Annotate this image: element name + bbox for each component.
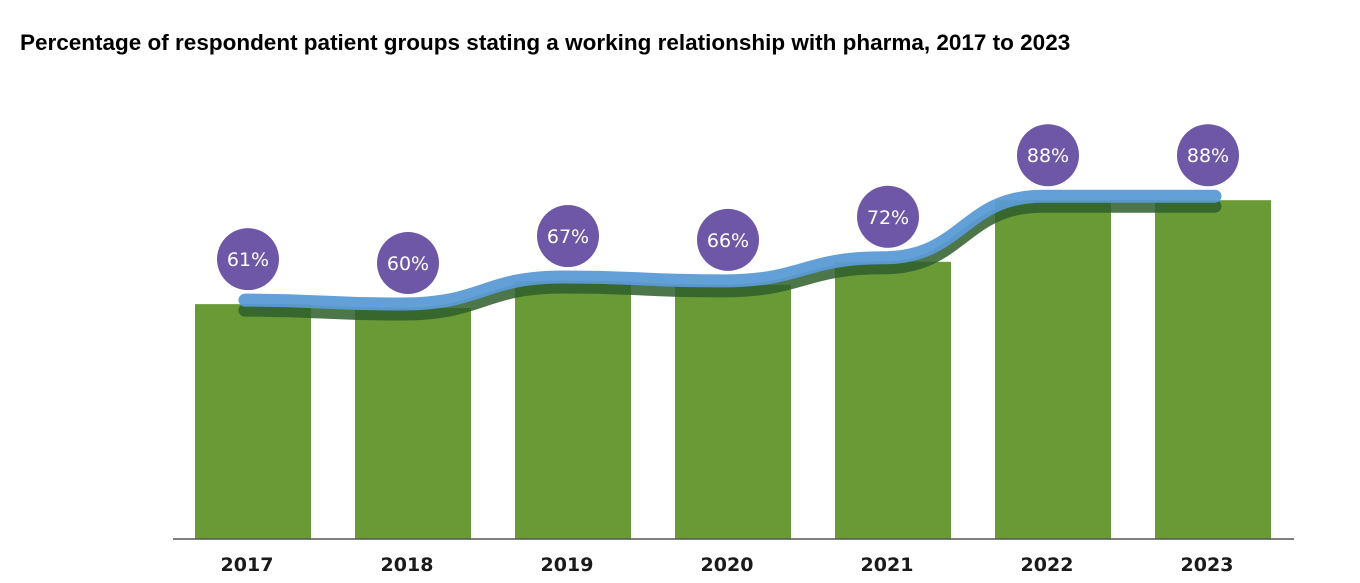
trend-line-layer — [238, 189, 1222, 321]
data-label-bubble — [857, 185, 919, 248]
trend-line-shadow — [238, 199, 1222, 321]
data-label-2022: 88% — [1017, 124, 1079, 187]
data-label-bubble — [217, 228, 279, 291]
trend-line — [238, 189, 1222, 311]
data-label-text: 61% — [227, 249, 269, 271]
data-label-bubble — [1177, 124, 1239, 187]
x-tick-label-2018: 2018 — [381, 554, 434, 576]
x-tick-label-2019: 2019 — [541, 554, 594, 576]
data-label-2021: 72% — [857, 185, 919, 248]
bar-2023 — [1155, 200, 1271, 539]
x-tick-label-2020: 2020 — [701, 554, 754, 576]
x-tick-label-2017: 2017 — [221, 554, 274, 576]
data-label-bubbles: 61% 60% 67% 66% 72% 88% 88% — [217, 124, 1239, 294]
data-label-text: 72% — [867, 207, 909, 229]
data-label-text: 67% — [547, 226, 589, 248]
bar-2022 — [995, 200, 1111, 539]
data-label-bubble — [1017, 124, 1079, 187]
data-label-2019: 67% — [537, 205, 599, 268]
bar-2021 — [835, 261, 951, 539]
bar-2019 — [515, 281, 631, 539]
data-label-2020: 66% — [697, 208, 759, 271]
data-label-2018: 60% — [377, 232, 439, 294]
data-label-bubble — [537, 205, 599, 268]
x-tick-label-2023: 2023 — [1181, 554, 1234, 576]
x-tick-labels: 2017 2018 2019 2020 2021 2022 2023 — [221, 554, 1234, 576]
data-label-bubble — [697, 208, 759, 271]
x-tick-label-2021: 2021 — [861, 554, 914, 576]
bar-2017 — [195, 304, 311, 539]
data-label-bubble — [377, 232, 439, 294]
data-label-text: 60% — [387, 253, 429, 275]
x-tick-label-2022: 2022 — [1021, 554, 1074, 576]
data-label-2017: 61% — [217, 228, 279, 291]
chart-title: Percentage of respondent patient groups … — [20, 30, 1071, 55]
bars-layer — [195, 200, 1271, 539]
data-label-text: 88% — [1027, 145, 1069, 167]
bar-2018 — [355, 308, 471, 539]
data-label-text: 88% — [1187, 145, 1229, 167]
data-label-2023: 88% — [1177, 124, 1239, 187]
data-label-text: 66% — [707, 230, 749, 252]
bar-2020 — [675, 284, 791, 539]
